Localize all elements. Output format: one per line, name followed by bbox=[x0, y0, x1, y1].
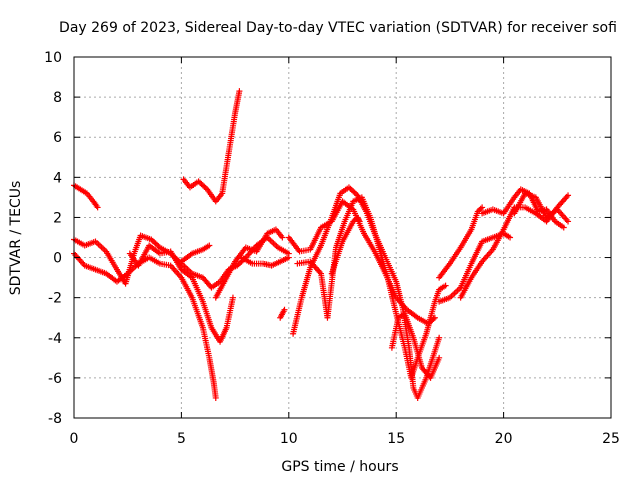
data-point bbox=[94, 204, 101, 211]
series-arc-g bbox=[212, 226, 286, 301]
y-tick-label: -8 bbox=[48, 411, 62, 427]
data-point bbox=[279, 234, 286, 241]
y-tick-label: 10 bbox=[44, 50, 62, 66]
y-tick-label: 6 bbox=[53, 130, 62, 146]
x-tick-label: 5 bbox=[177, 431, 186, 447]
data-point bbox=[356, 218, 363, 225]
data-point bbox=[212, 394, 219, 401]
x-tick-label: 20 bbox=[495, 431, 513, 447]
y-tick-label: 2 bbox=[53, 210, 62, 226]
y-tick-label: -2 bbox=[48, 291, 62, 307]
data-point bbox=[442, 282, 449, 289]
series-arc-h bbox=[238, 254, 292, 269]
y-tick-label: 4 bbox=[53, 170, 62, 186]
data-point bbox=[507, 234, 514, 241]
y-tick-label: 0 bbox=[53, 251, 62, 267]
data-point bbox=[436, 334, 443, 341]
series-arc-l bbox=[294, 194, 449, 381]
grid-lines bbox=[74, 57, 611, 418]
series-arc-i bbox=[277, 306, 288, 321]
data-point bbox=[479, 204, 486, 211]
series-arc-s bbox=[511, 190, 572, 225]
x-axis-label: GPS time / hours bbox=[281, 459, 398, 475]
axis-ticks: 0 5 10 15 20 25 -8 -6 -4 -2 0 2 4 6 8 10 bbox=[44, 50, 620, 447]
x-tick-label: 25 bbox=[602, 431, 620, 447]
y-tick-label: 8 bbox=[53, 90, 62, 106]
data-point bbox=[229, 294, 236, 301]
data-point bbox=[236, 88, 243, 95]
x-tick-label: 15 bbox=[387, 431, 405, 447]
x-tick-label: 0 bbox=[70, 431, 79, 447]
series-arc-q bbox=[457, 192, 572, 301]
data-point bbox=[565, 192, 572, 199]
data-point bbox=[430, 315, 437, 322]
y-tick-label: -4 bbox=[48, 331, 62, 347]
data-point bbox=[565, 218, 572, 225]
series-arc-e bbox=[178, 242, 213, 265]
plot-frame bbox=[73, 56, 612, 419]
series-arc-n bbox=[388, 310, 443, 381]
chart-title: Day 269 of 2023, Sidereal Day-to-day VTE… bbox=[59, 20, 617, 36]
series-arc-f bbox=[180, 88, 243, 205]
y-axis-label: SDTVAR / TECUs bbox=[8, 181, 24, 296]
data-point bbox=[436, 354, 443, 361]
series-arc-d bbox=[126, 242, 236, 345]
data-point bbox=[355, 217, 362, 224]
data-point bbox=[285, 254, 292, 261]
x-tick-label: 10 bbox=[280, 431, 298, 447]
series-arc-p bbox=[436, 204, 486, 281]
series-arc-m bbox=[328, 214, 363, 277]
data-point bbox=[281, 306, 288, 313]
series-arc-c bbox=[71, 250, 219, 401]
data-points bbox=[71, 88, 572, 401]
data-point bbox=[206, 242, 213, 249]
data-point bbox=[560, 224, 567, 231]
series-arc-a bbox=[71, 182, 101, 211]
y-tick-label: -6 bbox=[48, 371, 62, 387]
